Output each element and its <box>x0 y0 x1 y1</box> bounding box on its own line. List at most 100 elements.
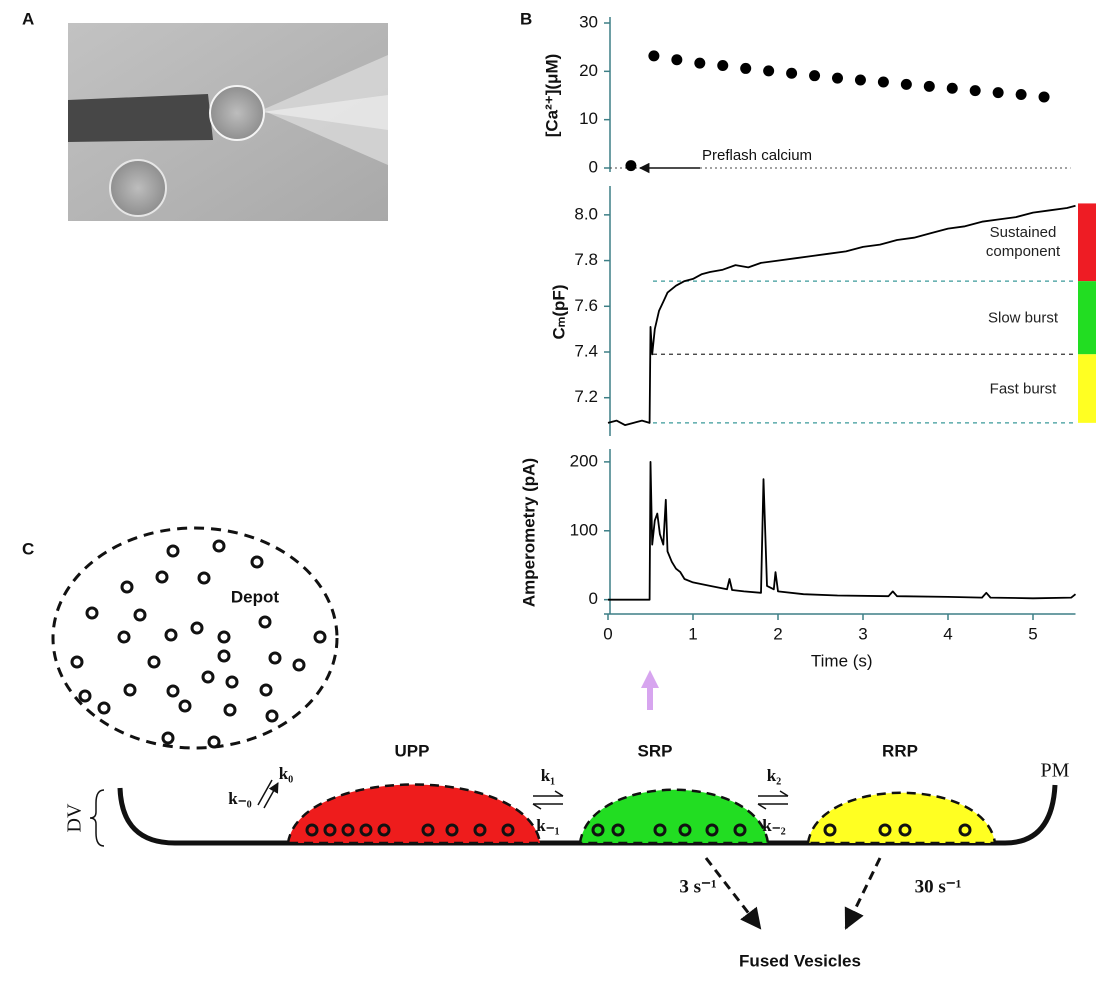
fusion-rate: 3 s⁻¹ <box>679 876 716 897</box>
y-tick-label: 7.6 <box>574 296 598 315</box>
vesicle <box>958 823 972 837</box>
y-tick-label: 7.4 <box>574 341 598 360</box>
vesicle <box>611 823 625 837</box>
pool-label: UPP <box>395 741 430 760</box>
vesicle <box>207 735 221 749</box>
vesicle <box>305 823 319 837</box>
component-bar <box>1078 281 1096 355</box>
y-tick-label: 7.2 <box>574 387 598 406</box>
data-point <box>763 65 775 77</box>
data-point <box>854 74 866 86</box>
x-tick-label: 0 <box>603 624 612 643</box>
vesicle <box>166 684 180 698</box>
y-tick-label: 100 <box>570 520 598 539</box>
docking-label: DV <box>64 803 86 832</box>
vesicle <box>212 539 226 553</box>
component-bar <box>1078 354 1096 423</box>
rate-constant: k₋₁ <box>536 816 560 835</box>
rate-constant: k₂ <box>767 766 782 785</box>
fused-label: Fused Vesicles <box>739 951 861 970</box>
vesicle <box>878 823 892 837</box>
y-axis-label: [Ca²⁺](μM) <box>542 54 561 138</box>
vesicle <box>201 670 215 684</box>
vesicle <box>225 675 239 689</box>
data-point <box>717 60 729 72</box>
data-point <box>992 87 1004 99</box>
panel-label: B <box>520 9 532 28</box>
component-label: Sustained component <box>985 224 1061 261</box>
micrograph <box>68 23 388 221</box>
vesicle <box>898 823 912 837</box>
vesicle <box>70 655 84 669</box>
data-point <box>809 70 821 82</box>
x-tick-label: 2 <box>773 624 782 643</box>
vesicle <box>133 608 147 622</box>
data-point <box>671 54 683 66</box>
y-tick-label: 10 <box>579 109 598 128</box>
vesicle <box>147 655 161 669</box>
vesicle <box>591 823 605 837</box>
trace <box>607 204 1076 426</box>
y-tick-label: 0 <box>589 157 598 176</box>
vesicle <box>377 823 391 837</box>
vesicle <box>197 571 211 585</box>
data-point <box>900 78 912 90</box>
data-point <box>969 85 981 97</box>
vesicle <box>705 823 719 837</box>
vesicle <box>473 823 487 837</box>
data-point <box>694 57 706 69</box>
vesicle <box>258 615 272 629</box>
pool <box>286 783 542 845</box>
x-tick-label: 4 <box>943 624 952 643</box>
panel-label: A <box>22 9 34 28</box>
vesicle <box>445 823 459 837</box>
rate-constant: k₀ <box>279 764 294 783</box>
membrane-label: PM <box>1041 760 1070 782</box>
y-tick-label: 0 <box>589 589 598 608</box>
vesicle <box>265 709 279 723</box>
panel-label: C <box>22 539 34 558</box>
vesicle <box>823 823 837 837</box>
vesicle <box>323 823 337 837</box>
pool-label: SRP <box>638 741 673 760</box>
vesicle <box>217 630 231 644</box>
data-point <box>1015 89 1027 101</box>
vesicle <box>190 621 204 635</box>
x-axis-label: Time (s) <box>811 651 873 670</box>
data-point <box>923 80 935 92</box>
stimulus-arrow <box>641 670 659 710</box>
annotation: Preflash calcium <box>702 147 812 164</box>
vesicle <box>292 658 306 672</box>
data-point <box>877 76 889 88</box>
vesicle <box>120 580 134 594</box>
depot-label: Depot <box>231 587 280 606</box>
vesicle <box>250 555 264 569</box>
vesicle <box>313 630 327 644</box>
data-point <box>832 72 843 84</box>
vesicle <box>85 606 99 620</box>
y-tick-label: 20 <box>579 61 598 80</box>
data-point <box>946 82 958 94</box>
fusion-rate: 30 s⁻¹ <box>915 876 962 897</box>
x-tick-label: 3 <box>858 624 867 643</box>
pool-label: RRP <box>882 741 918 760</box>
y-tick-label: 7.8 <box>574 250 598 269</box>
vesicle <box>653 823 667 837</box>
pool <box>578 788 770 845</box>
vesicle <box>259 683 273 697</box>
vesicle <box>166 544 180 558</box>
vesicle <box>223 703 237 717</box>
component-bar <box>1078 203 1096 282</box>
y-tick-label: 30 <box>579 12 598 31</box>
component-label: Slow burst <box>987 309 1059 327</box>
component-label: Fast burst <box>989 380 1057 398</box>
vesicle <box>217 649 231 663</box>
vesicle <box>123 683 137 697</box>
vesicle <box>678 823 692 837</box>
rate-constant: k₋₂ <box>762 816 786 835</box>
vesicle <box>117 630 131 644</box>
data-point <box>786 67 798 79</box>
vesicle <box>97 701 111 715</box>
